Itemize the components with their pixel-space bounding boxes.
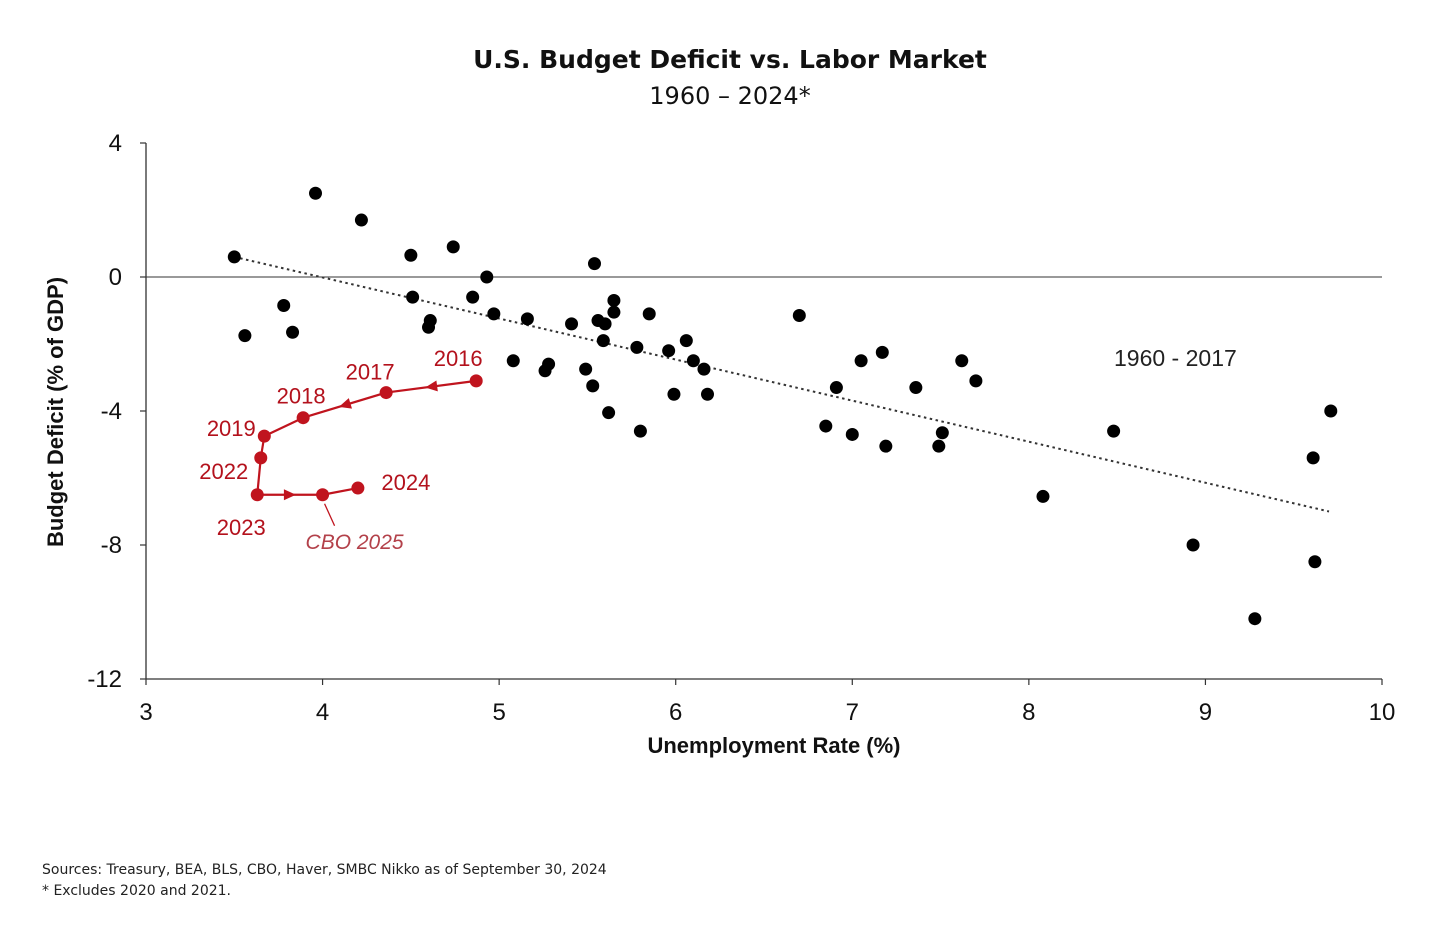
period-annotation: 1960 - 2017 [1114,345,1237,371]
direction-arrow [425,380,438,392]
data-point [819,419,833,433]
data-point [662,344,676,358]
data-point [829,381,843,395]
direction-arrow [338,398,352,409]
x-tick-label: 5 [492,699,505,726]
data-point [969,374,983,388]
y-axis-title: Budget Deficit (% of GDP) [43,277,68,547]
data-point [630,340,644,354]
data-point [487,307,501,321]
recent-year-point [469,374,483,388]
year-label-2022: 2022 [199,459,248,484]
x-axis-title: Unemployment Rate (%) [647,733,900,758]
x-tick-label: 7 [846,699,859,726]
recent-year-point [257,429,271,443]
data-point [596,334,610,348]
data-point [1306,451,1320,465]
data-point [404,248,418,262]
data-point [679,334,693,348]
x-tick-label: 8 [1022,699,1035,726]
exclusion-footnote: * Excludes 2020 and 2021. [42,883,231,899]
y-tick-label: 0 [109,264,122,291]
data-point [309,186,323,200]
data-point [446,240,460,254]
data-point [579,362,593,376]
year-label-2017: 2017 [346,360,395,385]
direction-arrow [283,489,296,501]
data-point [602,406,616,420]
data-point [406,290,420,304]
data-point [686,354,700,368]
year-label-2023: 2023 [217,515,266,540]
year-label-2024: 2024 [381,470,430,495]
year-label-2018: 2018 [277,384,326,409]
recent-year-point [296,411,310,425]
data-point [466,290,480,304]
y-tick-label: -4 [101,398,122,425]
data-point [506,354,520,368]
data-point [542,357,556,371]
x-tick-label: 3 [139,699,152,726]
data-point [1324,404,1338,418]
x-tick-label: 9 [1199,699,1212,726]
data-point [423,314,437,328]
cbo-2025-label: CBO 2025 [306,531,404,554]
x-tick-label: 6 [669,699,682,726]
data-point [607,305,621,319]
recent-year-point [351,481,365,495]
data-point [642,307,656,321]
data-point [238,329,252,343]
data-point [354,213,368,227]
data-point [1036,489,1050,503]
data-point [277,298,291,312]
data-point [879,439,893,453]
data-point [565,317,579,331]
data-point [955,354,969,368]
data-point [932,439,946,453]
data-point [909,381,923,395]
data-point [935,426,949,440]
data-point [697,362,711,376]
recent-year-point [316,488,330,502]
axes: 4 0 -4 -8 -12 3 4 5 6 7 8 9 10 [87,130,1395,726]
x-tick-label: 10 [1369,699,1396,726]
y-tick-label: -8 [101,532,122,559]
data-point [607,293,621,307]
data-point [1308,555,1322,569]
chart-title: U.S. Budget Deficit vs. Labor Market [473,45,987,74]
data-point [598,317,612,331]
data-point [667,387,681,401]
year-label-2019: 2019 [207,416,256,441]
y-tick-label: -12 [87,666,122,693]
data-point [1186,538,1200,552]
recent-year-point [254,451,268,465]
historical-points-layer [227,186,1338,626]
cbo-leader-line [323,503,336,527]
data-point [1107,424,1121,438]
data-point [586,379,600,393]
data-point [633,424,647,438]
y-tick-label: 4 [109,130,122,157]
data-point [1248,612,1262,626]
recent-years-layer: 2016 2017 2018 2019 2022 2023 2024 CBO 2025 [199,346,483,554]
sources-note: Sources: Treasury, BEA, BLS, CBO, Haver,… [42,862,607,878]
data-point [845,427,859,441]
year-label-2016: 2016 [434,346,483,371]
chart-subtitle: 1960 – 2024* [649,82,810,110]
data-point [854,354,868,368]
recent-path-segment [263,416,304,438]
data-point [700,387,714,401]
data-point [792,309,806,323]
data-point [480,270,494,284]
data-point [587,257,601,271]
data-point [227,250,241,264]
recent-year-point [379,386,393,400]
data-point [520,312,534,326]
data-point [286,325,300,339]
recent-year-point [250,488,264,502]
x-tick-label: 4 [316,699,329,726]
data-point [875,345,889,359]
